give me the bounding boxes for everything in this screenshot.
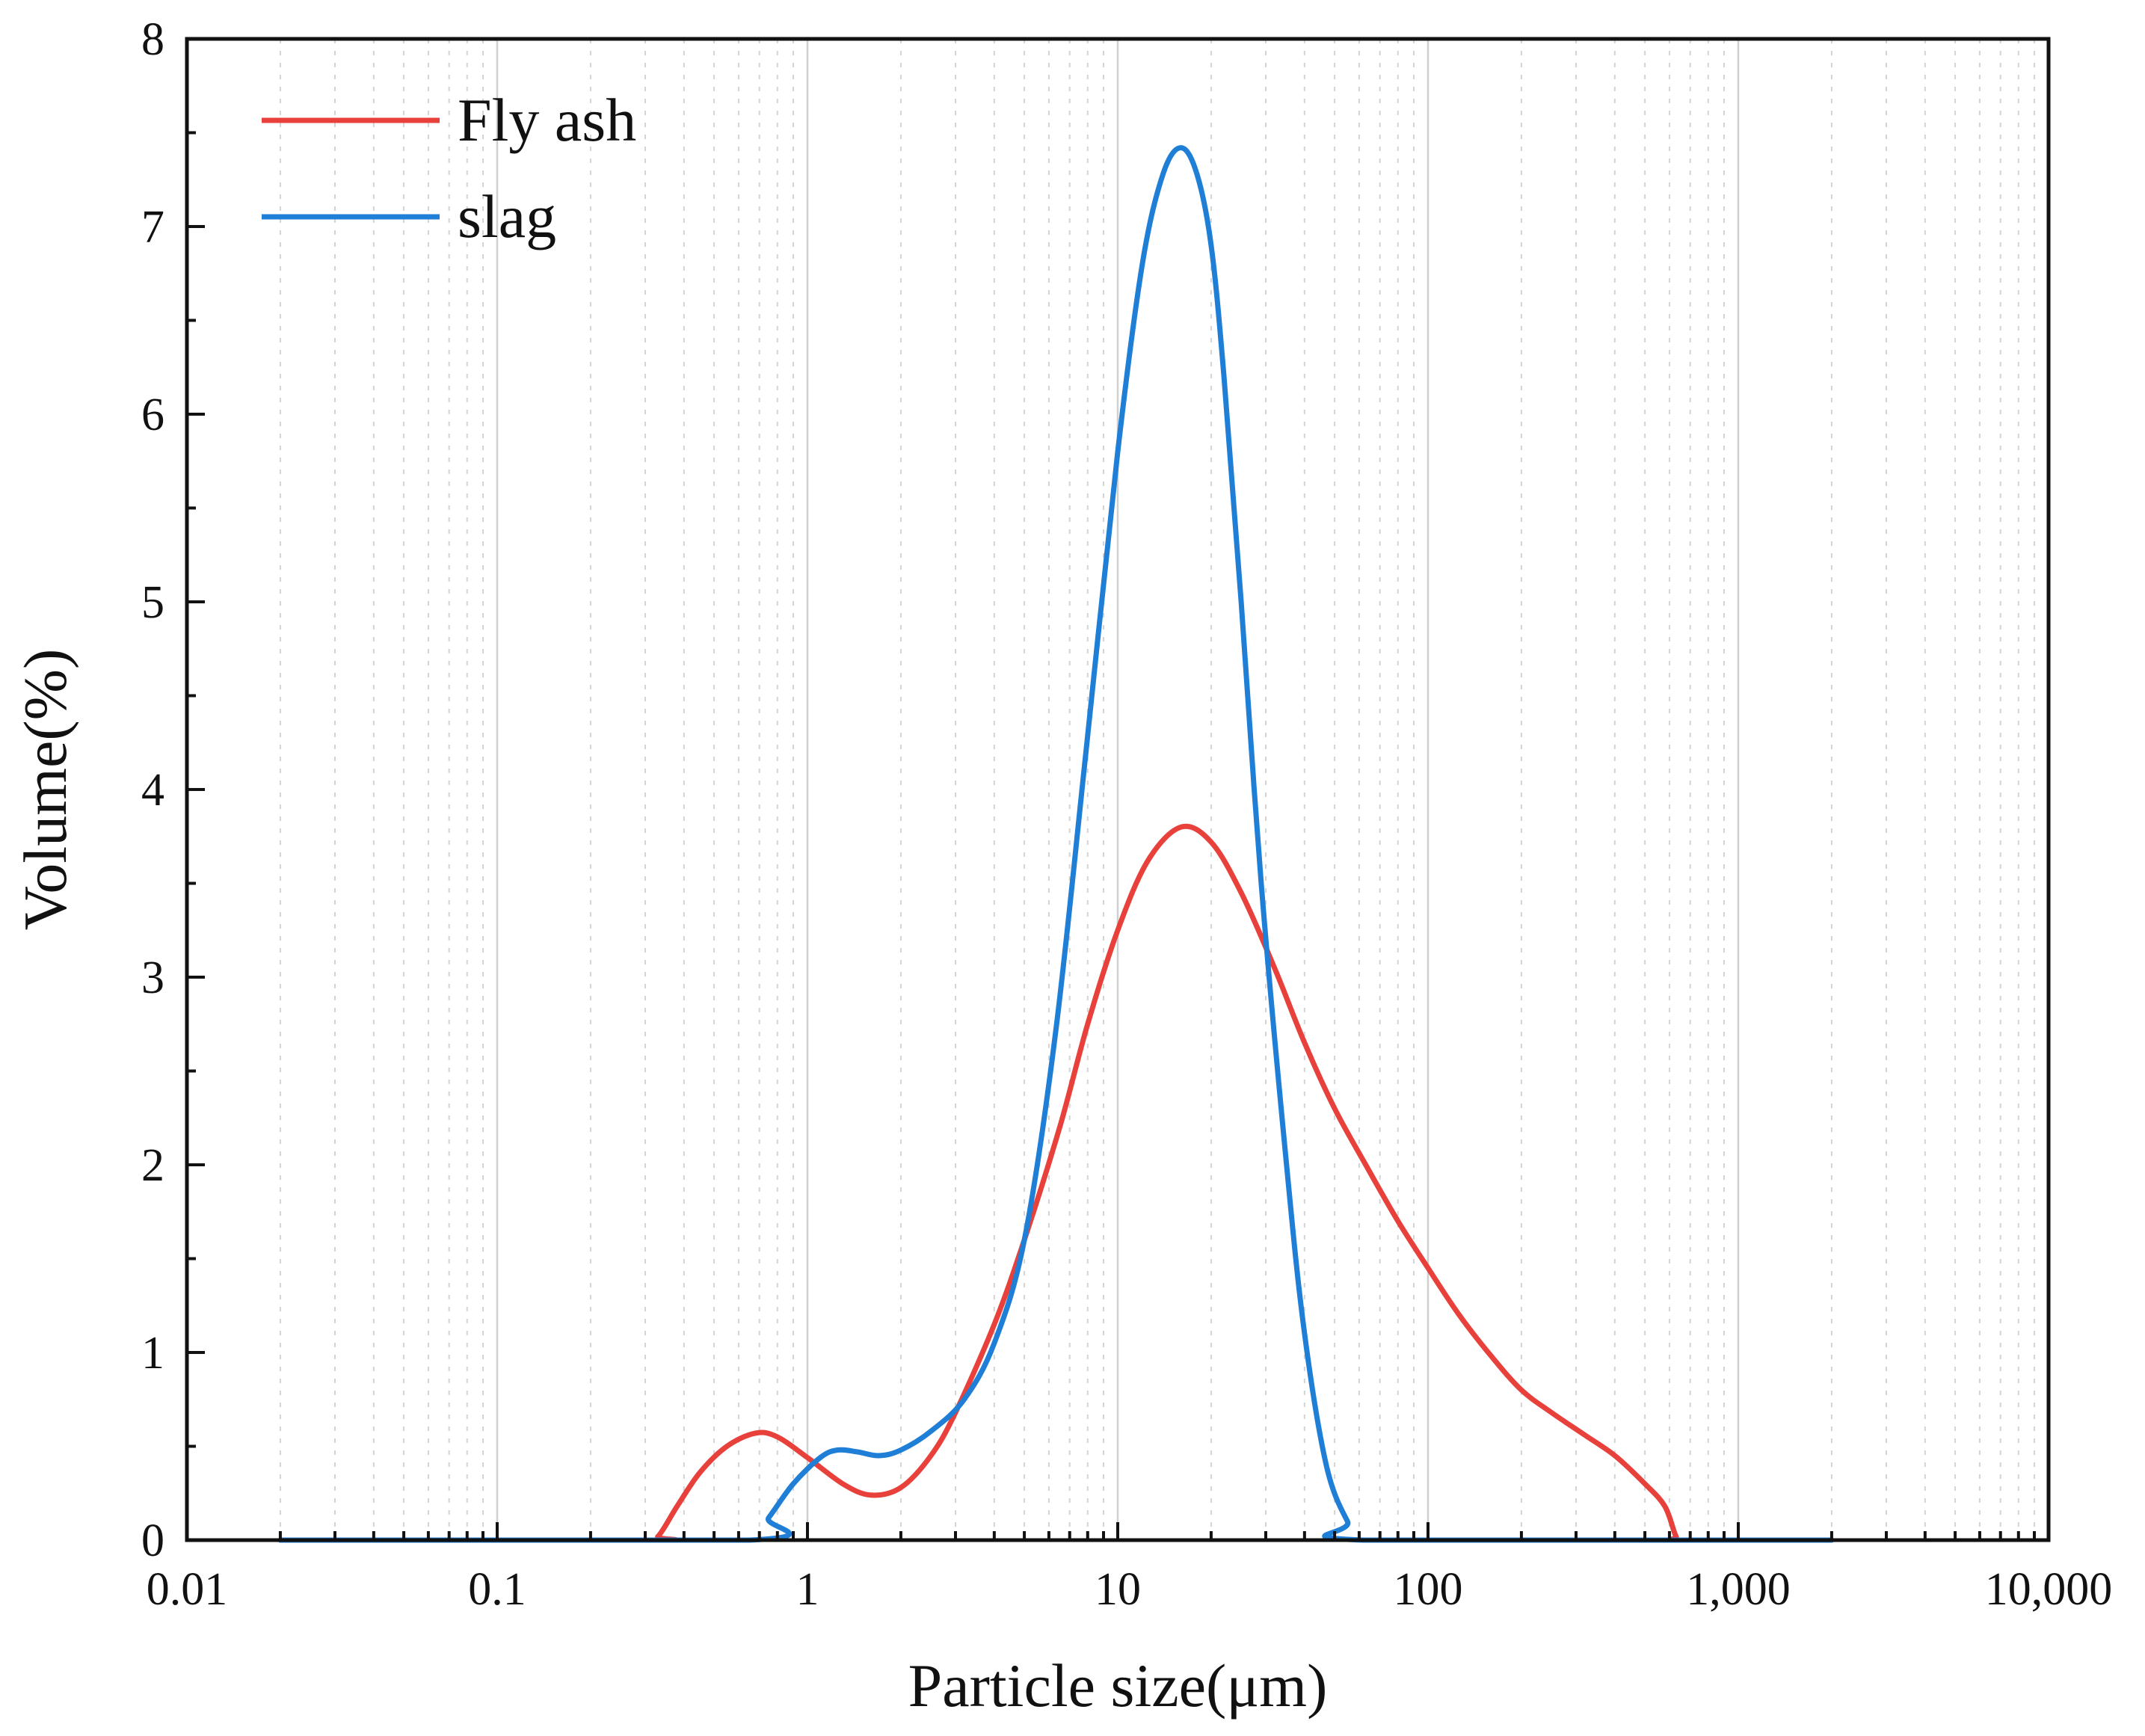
x-tick-label: 0.1 <box>468 1564 526 1615</box>
legend-label-fly-ash: Fly ash <box>458 86 636 154</box>
x-tick-label: 0.01 <box>147 1564 228 1615</box>
series-line-fly-ash <box>277 823 1835 1543</box>
x-tick-label: 1,000 <box>1686 1564 1791 1615</box>
y-tick-label: 8 <box>141 14 164 65</box>
y-axis-title: Volume(%) <box>11 649 79 931</box>
series-line-slag <box>277 145 1835 1543</box>
x-tick-label: 100 <box>1394 1564 1463 1615</box>
y-tick-label: 0 <box>141 1515 164 1566</box>
x-tick-labels: 0.01 0.1 1 10 100 1,000 10,000 <box>147 1564 2113 1615</box>
legend: Fly ash slag <box>262 86 636 250</box>
legend-label-slag: slag <box>458 182 556 250</box>
x-tick-label: 10 <box>1095 1564 1141 1615</box>
grid-lines <box>279 39 2036 1540</box>
x-axis-title: Particle size(μm) <box>908 1652 1328 1720</box>
y-tick-label: 1 <box>141 1328 164 1379</box>
x-tick-label: 1 <box>796 1564 819 1615</box>
y-tick-label: 4 <box>141 765 164 816</box>
y-tick-label: 5 <box>141 577 164 628</box>
y-tick-label: 7 <box>141 202 164 253</box>
series-layer <box>277 145 1835 1543</box>
x-tick-label: 10,000 <box>1985 1564 2113 1615</box>
y-tick-label: 6 <box>141 390 164 440</box>
y-tick-label: 2 <box>141 1140 164 1191</box>
y-tick-labels: 0 1 2 3 4 5 6 7 8 <box>141 14 164 1566</box>
y-tick-label: 3 <box>141 952 164 1003</box>
axis-ticks <box>185 37 2050 1542</box>
